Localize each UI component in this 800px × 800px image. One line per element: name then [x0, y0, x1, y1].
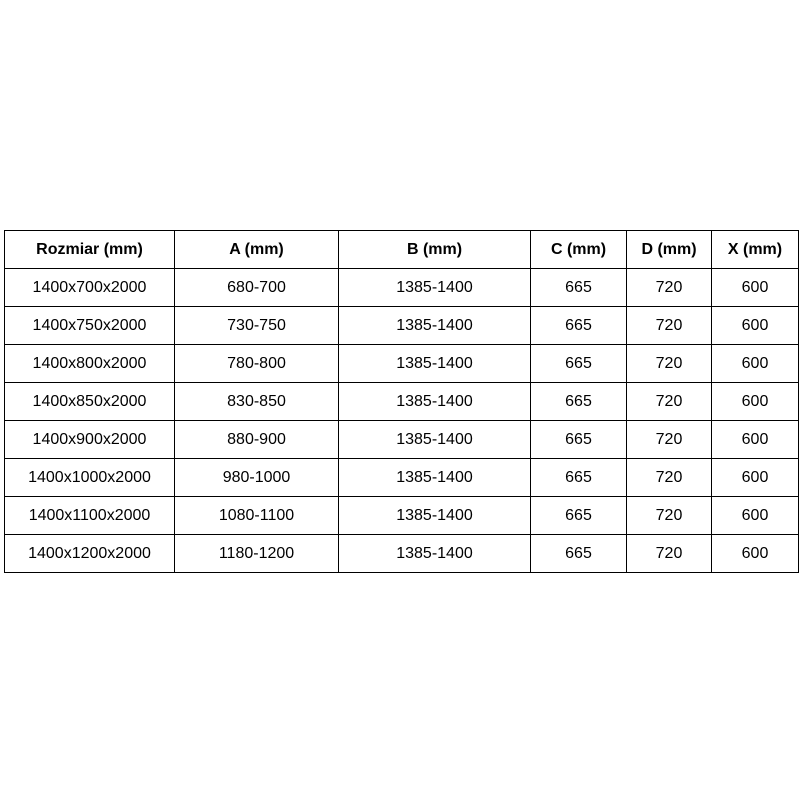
- table-cell: 1080-1100: [174, 496, 339, 535]
- table-cell: 600: [711, 344, 799, 383]
- table-cell: 720: [626, 268, 712, 307]
- table-cell: 1385-1400: [338, 382, 531, 421]
- table-row: 1400x1000x2000 980-1000 1385-1400 665 720 600: [4, 458, 799, 497]
- column-header: D (mm): [626, 230, 712, 269]
- column-header: B (mm): [338, 230, 531, 269]
- table-cell: 1385-1400: [338, 534, 531, 573]
- table-header-row: Rozmiar (mm) A (mm) B (mm) C (mm) D (mm) X (m…: [4, 230, 799, 269]
- table-cell: 665: [530, 420, 627, 459]
- table-cell: 665: [530, 344, 627, 383]
- table-cell: 780-800: [174, 344, 339, 383]
- table-cell: 1400x750x2000: [4, 306, 175, 345]
- column-header: C (mm): [530, 230, 627, 269]
- table-row: 1400x1200x2000 1180-1200 1385-1400 665 720 60…: [4, 534, 799, 573]
- table-cell: 720: [626, 382, 712, 421]
- table-cell: 600: [711, 268, 799, 307]
- table-cell: 980-1000: [174, 458, 339, 497]
- table-cell: 720: [626, 496, 712, 535]
- table-cell: 880-900: [174, 420, 339, 459]
- table-cell: 665: [530, 306, 627, 345]
- column-header: Rozmiar (mm): [4, 230, 175, 269]
- table-cell: 720: [626, 458, 712, 497]
- table-cell: 720: [626, 420, 712, 459]
- table-row: 1400x900x2000 880-900 1385-1400 665 720 600: [4, 420, 799, 459]
- table-cell: 665: [530, 382, 627, 421]
- table-cell: 1400x1200x2000: [4, 534, 175, 573]
- table-cell: 720: [626, 306, 712, 345]
- table-cell: 1385-1400: [338, 420, 531, 459]
- table-row: 1400x700x2000 680-700 1385-1400 665 720 600: [4, 268, 799, 307]
- table-cell: 600: [711, 496, 799, 535]
- table-cell: 600: [711, 420, 799, 459]
- column-header: A (mm): [174, 230, 339, 269]
- table-cell: 665: [530, 496, 627, 535]
- table-cell: 830-850: [174, 382, 339, 421]
- table-cell: 600: [711, 458, 799, 497]
- table-cell: 720: [626, 534, 712, 573]
- table-cell: 1385-1400: [338, 344, 531, 383]
- table-cell: 1400x900x2000: [4, 420, 175, 459]
- table-row: 1400x800x2000 780-800 1385-1400 665 720 600: [4, 344, 799, 383]
- table-cell: 665: [530, 458, 627, 497]
- dimensions-table: Rozmiar (mm) A (mm) B (mm) C (mm) D (mm) X (m…: [4, 230, 799, 573]
- table-cell: 665: [530, 534, 627, 573]
- column-header: X (mm): [711, 230, 799, 269]
- table-row: 1400x1100x2000 1080-1100 1385-1400 665 720 60…: [4, 496, 799, 535]
- table-row: 1400x750x2000 730-750 1385-1400 665 720 600: [4, 306, 799, 345]
- table-cell: 1385-1400: [338, 268, 531, 307]
- table-cell: 1385-1400: [338, 496, 531, 535]
- table-cell: 600: [711, 382, 799, 421]
- table-cell: 600: [711, 306, 799, 345]
- table-cell: 600: [711, 534, 799, 573]
- table-row: 1400x850x2000 830-850 1385-1400 665 720 600: [4, 382, 799, 421]
- table-cell: 1385-1400: [338, 306, 531, 345]
- table-cell: 1400x800x2000: [4, 344, 175, 383]
- table-cell: 1400x700x2000: [4, 268, 175, 307]
- table-cell: 1400x1100x2000: [4, 496, 175, 535]
- table-cell: 1385-1400: [338, 458, 531, 497]
- table-cell: 1400x850x2000: [4, 382, 175, 421]
- table-cell: 1400x1000x2000: [4, 458, 175, 497]
- table-cell: 1180-1200: [174, 534, 339, 573]
- table-cell: 730-750: [174, 306, 339, 345]
- table-cell: 720: [626, 344, 712, 383]
- table-cell: 680-700: [174, 268, 339, 307]
- table-cell: 665: [530, 268, 627, 307]
